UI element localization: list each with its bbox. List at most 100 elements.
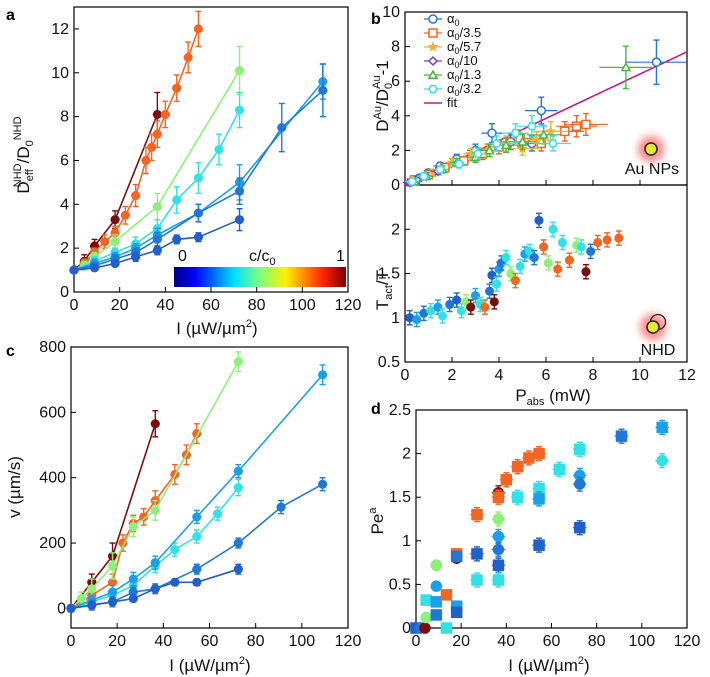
panel-b-top-point <box>418 172 429 181</box>
panel-c-xtick-label: 100 <box>288 633 315 650</box>
panel-d-xtick-label: 60 <box>543 633 561 650</box>
panel-a-ytick-label: 12 <box>51 21 69 38</box>
panel-a-ytick-label: 2 <box>60 240 69 257</box>
panel-d-point <box>471 574 483 586</box>
panel-c-point <box>128 594 138 604</box>
panel-b-bottom-point <box>480 302 490 312</box>
panel-a-xtick-label: 40 <box>156 297 174 314</box>
panel-d-ytick-label: 2 <box>402 446 411 463</box>
panel-b-label: b <box>371 11 381 28</box>
panel-b-top-point <box>538 129 549 139</box>
panel-b-bottom-point <box>543 258 553 268</box>
legend-marker <box>427 55 439 67</box>
panel-d-point <box>573 443 586 455</box>
panel-a-ytick-label: 6 <box>60 152 69 169</box>
panel-c-point <box>318 370 328 380</box>
panel-a-point <box>214 144 224 155</box>
panel-a-ylabel: DeffNHD/D0NHD <box>12 116 36 193</box>
panel-c-point <box>150 419 160 429</box>
panel-d-point <box>492 491 505 503</box>
panel-a-series-line <box>73 28 200 271</box>
panel-a-point <box>120 210 130 220</box>
panel-b-top-series <box>402 39 688 188</box>
legend-entry: α0/1.3 <box>447 67 481 84</box>
panel-c-xtick-label: 60 <box>201 633 219 650</box>
panel-c-xtick-label: 40 <box>154 633 172 650</box>
panel-b-top-ytick-label: 2 <box>391 142 400 159</box>
panel-b-top-ytick-label: 4 <box>391 108 400 125</box>
au-nps-label: Au NPs <box>625 161 679 178</box>
panel-a-point <box>152 201 162 212</box>
panel-d-point <box>615 430 628 442</box>
panel-b-top-point <box>527 121 537 131</box>
panel-c-xtick-label: 120 <box>335 633 362 650</box>
panel-c-ytick-label: 0 <box>57 600 66 617</box>
panel-d-point <box>656 454 668 467</box>
panel-c-ylabel: v (µm/s) <box>5 456 24 518</box>
panel-b-top-point <box>500 139 512 150</box>
panel-a-point <box>160 109 170 119</box>
legend-marker <box>428 28 438 38</box>
panel-c-point <box>150 558 160 568</box>
panel-c-point <box>108 597 118 607</box>
colorbar: 0 1 c/c0 <box>174 248 346 287</box>
nhd-inset: NHD <box>631 305 675 359</box>
panel-b-top-point <box>571 121 582 131</box>
panel-b-bottom-xtick-label: 6 <box>542 367 551 384</box>
panel-b-bottom-xtick-label: 8 <box>589 367 598 384</box>
panel-c-point <box>108 561 118 571</box>
panel-d-point <box>430 559 443 571</box>
panel-d-ytick-label: 2.5 <box>389 402 411 419</box>
panel-b-bottom-xtick-label: 2 <box>448 367 457 384</box>
panel-b-bottom-point <box>426 306 436 316</box>
panel-d-point <box>492 559 505 571</box>
panel-c-ytick-label: 400 <box>39 470 66 487</box>
panel-a-point <box>147 142 157 152</box>
panel-c-point <box>233 538 243 548</box>
panel-d-point <box>492 530 505 543</box>
panel-c-point <box>128 574 138 584</box>
panel-a-series <box>69 10 328 275</box>
panel-d-label: d <box>371 401 381 418</box>
panel-a-point <box>131 190 141 201</box>
au-np-particle-icon <box>644 142 658 156</box>
panel-a-point <box>234 105 245 115</box>
panel-a-point <box>152 245 162 255</box>
panel-b-bottom-point <box>452 295 462 305</box>
panel-c-point <box>318 479 328 489</box>
panel-b-top-point <box>517 136 528 146</box>
panel-c-ytick-label: 800 <box>39 339 66 356</box>
panel-a-xtick-label: 100 <box>289 297 316 314</box>
panel-b-bottom-point <box>534 215 544 225</box>
panel-d-xlabel: I (µW/µm2) <box>508 655 589 675</box>
panel-d-point <box>533 447 545 460</box>
panel-a-point <box>193 24 203 34</box>
panel-b-bottom-point <box>557 237 568 248</box>
panel-d-xtick-label: 120 <box>674 633 701 650</box>
panel-b-bottom-point <box>438 311 448 321</box>
panel-b-top-point <box>407 177 417 186</box>
panel-c-point <box>108 587 118 597</box>
panel-b-top-point <box>487 128 497 138</box>
panel-a-ytick-label: 0 <box>60 284 69 301</box>
panel-b-bottom-point <box>602 235 612 245</box>
panel-a-point <box>172 83 182 93</box>
panel-c-point <box>192 531 202 542</box>
legend-marker <box>427 69 439 79</box>
panel-b-bottom-point <box>487 270 497 280</box>
panel-c-point <box>213 509 223 519</box>
panel-b-top-ytick-label: 0 <box>391 177 400 194</box>
panel-b-top-point <box>484 144 495 155</box>
panel-b-bottom-ylabel: Tact/T <box>373 270 395 310</box>
panel-b-bottom-ytick-label: 2 <box>391 221 400 238</box>
panel-b-bottom-point <box>510 276 521 286</box>
panel-c-point <box>233 357 243 367</box>
panel-d-point <box>419 622 431 634</box>
panel-a-point <box>100 237 110 247</box>
panel-c-series <box>66 351 328 613</box>
panel-a-point <box>131 252 141 262</box>
panel-d-point <box>450 550 463 563</box>
panel-b-bottom-point <box>525 246 535 256</box>
panel-a-point <box>318 85 328 95</box>
